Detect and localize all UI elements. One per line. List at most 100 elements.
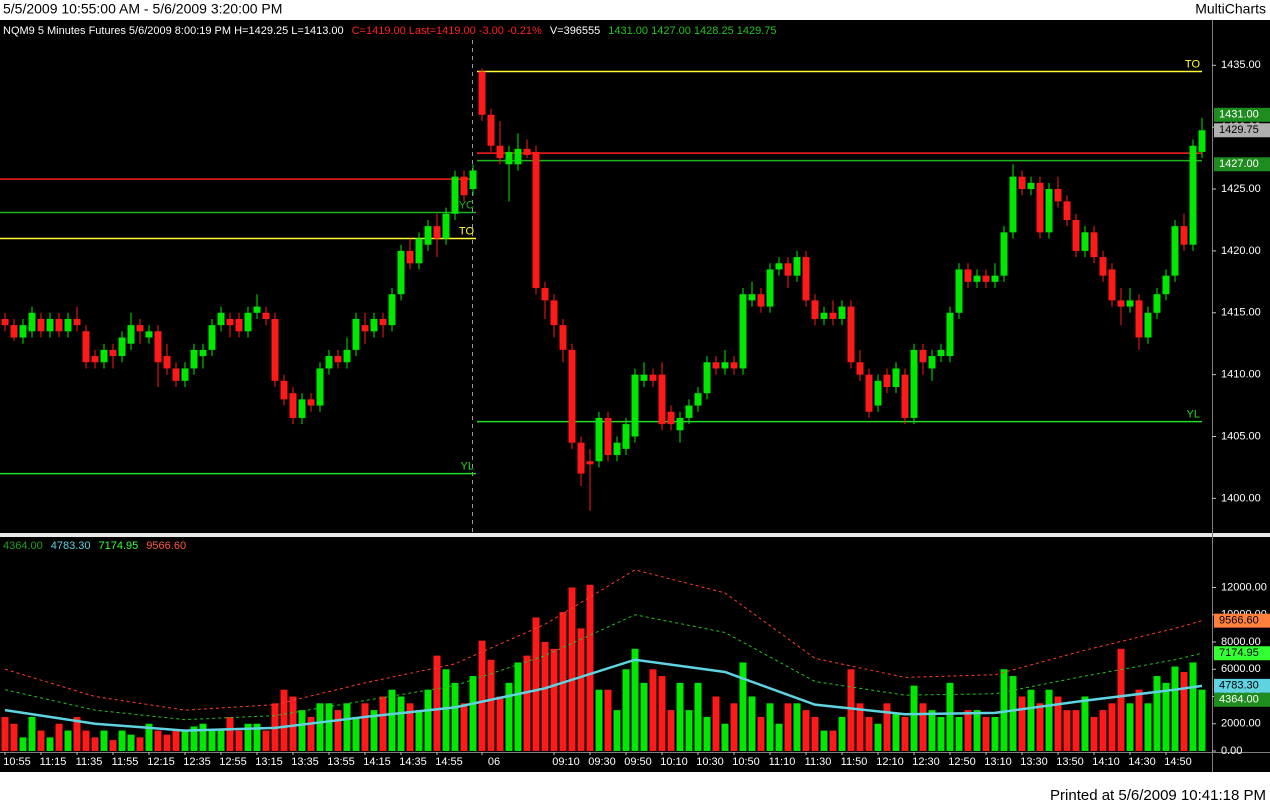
volume-bar [631,648,639,751]
volume-bar [1072,710,1080,751]
candle-body [1117,300,1125,307]
candle-body [415,238,423,264]
candle-body [1045,189,1053,233]
volume-bar [955,716,963,751]
volume-bar [937,716,945,751]
candle-body [703,362,711,394]
candle-body [217,312,225,326]
candle-body [757,294,765,307]
volume-bar [649,669,657,751]
candle-body [496,145,504,159]
volume-bar [19,737,27,751]
volume-bar [10,723,18,751]
x-tick-label: 09:30 [588,756,616,768]
candle-body [181,368,189,381]
volume-bar [262,730,270,751]
volume-bar [541,642,549,751]
candle-body [145,331,153,338]
y-tick-label: 1405.00 [1221,430,1261,442]
volume-bar [316,703,324,751]
volume-bar [712,696,720,751]
x-tick-label: 09:50 [624,756,652,768]
volume-bar [307,716,315,751]
volume-bar [460,703,468,751]
printed-note: Printed at 5/6/2009 10:41:18 PM [1050,787,1266,804]
y-tick-label: 1435.00 [1221,59,1261,71]
volume-bar [874,723,882,751]
x-tick-label: 13:55 [327,756,355,768]
candle-body [163,356,171,369]
volume-bar [892,712,900,751]
volume-bar [1045,689,1053,751]
x-tick-label: 14:10 [1092,756,1120,768]
candle-body [604,417,612,456]
candle-body [586,461,594,465]
candle-body [964,269,972,282]
volume-bar [208,730,216,751]
candle-body [874,380,882,406]
x-tick-label: 11:50 [841,756,868,768]
level-label: TO [1185,58,1201,70]
candle-body [433,226,441,239]
volume-bar [118,730,126,751]
candle-body [505,151,513,165]
candle-body [10,325,18,338]
candle-body [1036,182,1044,233]
candle-body [424,226,432,245]
volume-bar [847,669,855,751]
volume-bar [496,696,504,751]
candle-body [532,151,540,289]
candle-body [469,170,477,190]
volume-bar [1099,710,1107,751]
candle-body [1162,275,1170,295]
volume-bar [154,730,162,751]
candle-body [928,356,936,369]
volume-bar [748,696,756,751]
candle-body [910,349,918,418]
candle-body [451,176,459,214]
x-tick-label: 11:35 [76,756,103,768]
volume-bar [793,703,801,751]
candle-body [19,325,27,338]
x-tick-label: 14:55 [435,756,463,768]
candle-body [46,318,54,332]
candle-body [379,318,387,326]
volume-bar [757,716,765,751]
band-line [4,614,1203,721]
candle-body [739,294,747,369]
volume-bar [172,730,180,751]
candle-body [1099,257,1107,276]
window-title: 5/5/2009 10:55:00 AM - 5/6/2009 3:20:00 … [3,1,282,17]
volume-bar [37,730,45,751]
candle-body [991,275,999,282]
candle-body [1027,182,1035,190]
volume-bar [577,628,585,751]
volume-bar [415,710,423,751]
candle-body [622,424,630,449]
volume-bar [739,662,747,751]
volume-bar [865,716,873,751]
candle-body [388,294,396,326]
candle-body [253,306,261,313]
volume-bar [163,734,171,751]
candle-body [946,312,954,357]
candle-body [316,368,324,406]
volume-bar [595,689,603,751]
x-tick-label: 12:30 [912,756,940,768]
volume-bar [199,723,207,751]
volume-bar [802,710,810,751]
volume-bar [82,730,90,751]
volume-bar [766,703,774,751]
axis-marker [1214,692,1270,707]
y-tick-label: 0.00 [1221,745,1242,757]
candle-body [64,318,72,332]
candle-body [1171,226,1179,276]
candle-body [460,176,468,196]
y-tick-label: 1415.00 [1221,307,1261,319]
candle-body [559,325,567,350]
volume-bar [343,703,351,751]
candle-body [784,263,792,276]
volume-bar [856,703,864,751]
axis-marker [1214,678,1270,693]
